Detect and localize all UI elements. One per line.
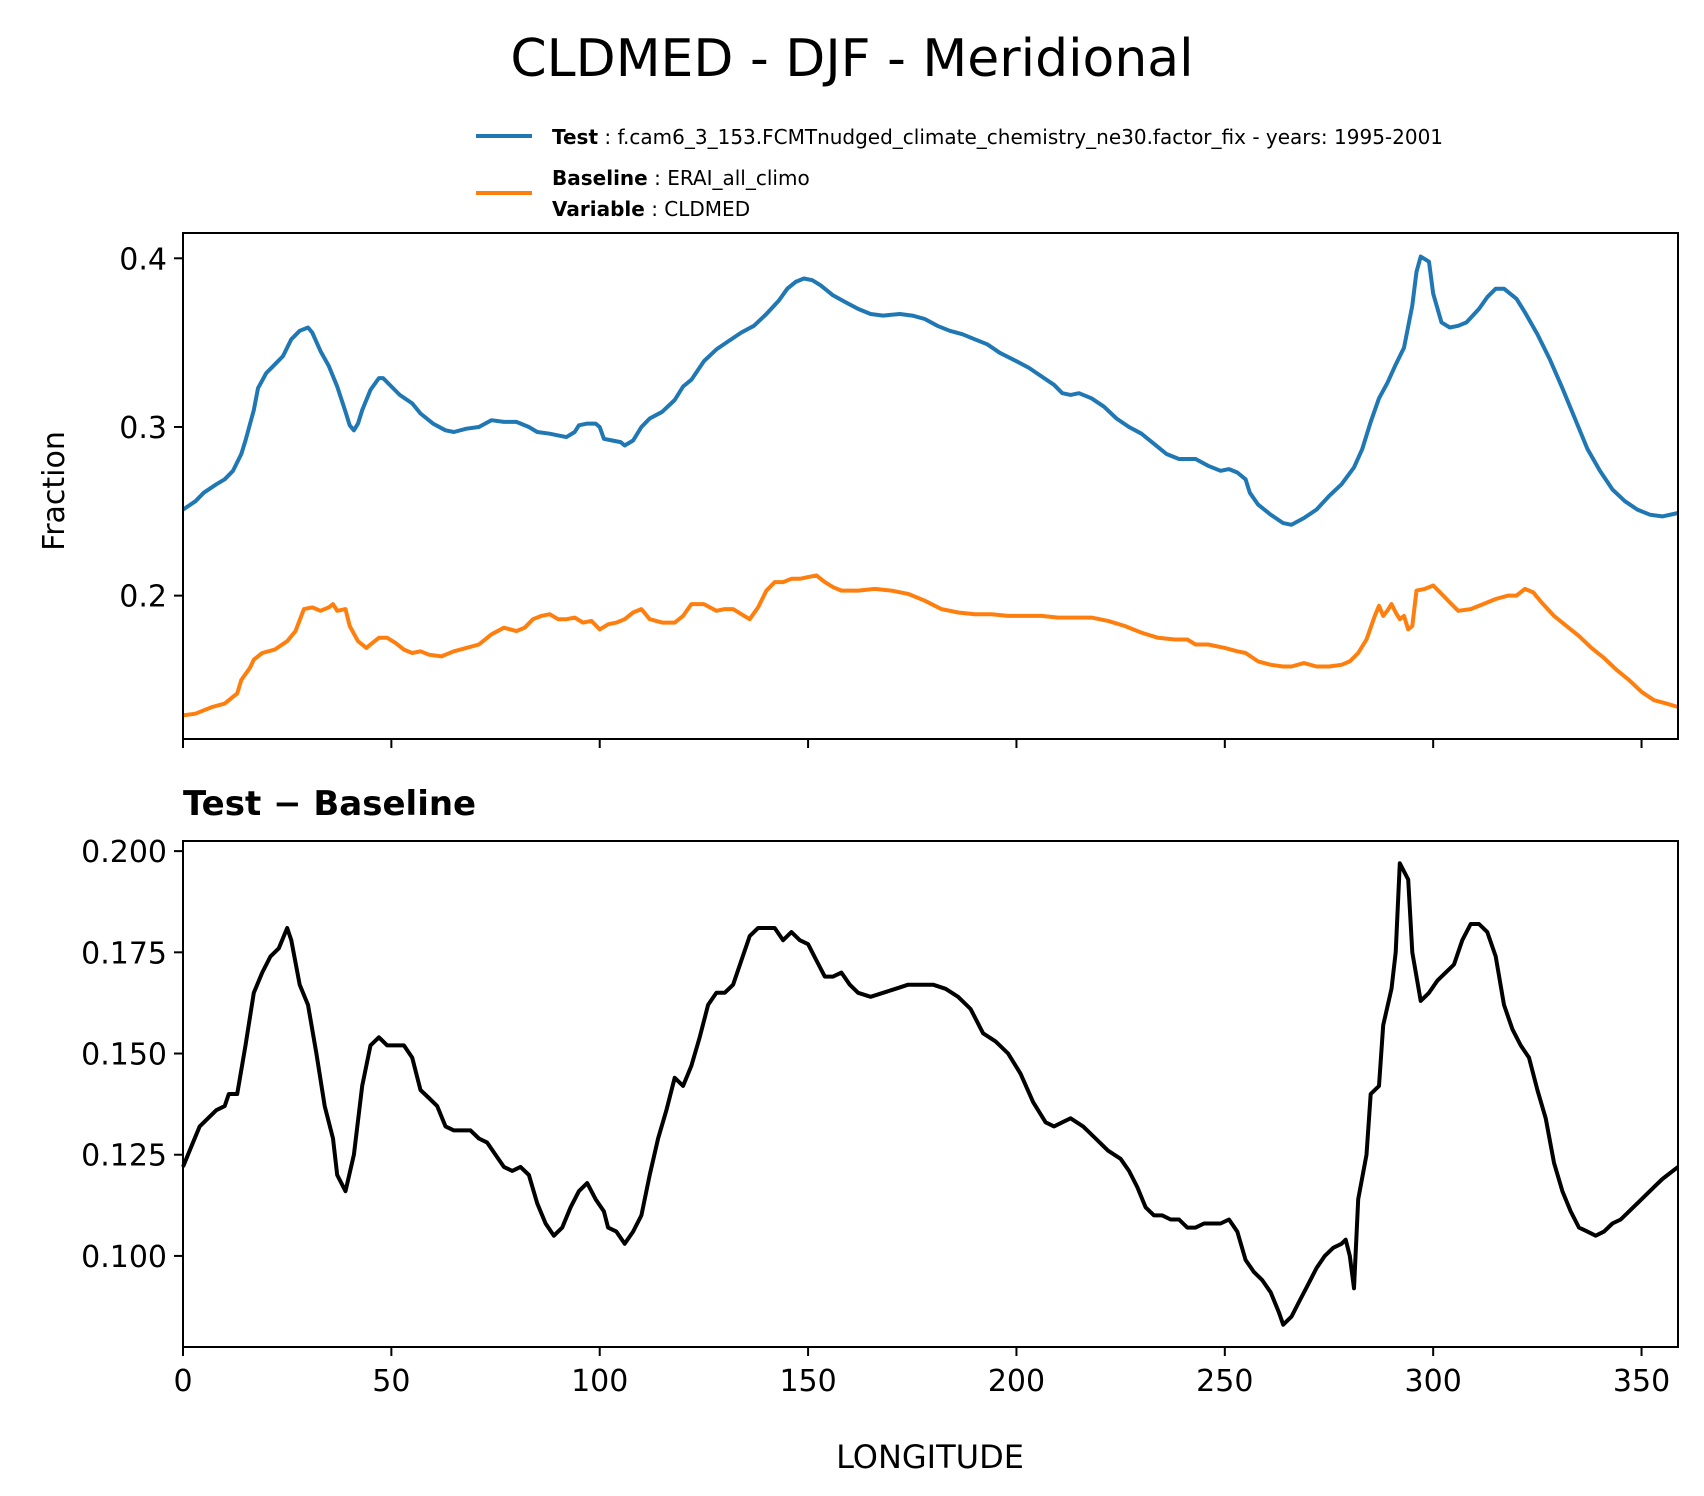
legend-test-label: Test : f.cam6_3_153.FCMTnudged_climate_c… [552, 125, 1443, 149]
x-tick-label-bottom: 100 [571, 1364, 628, 1399]
y-tick-label-bottom: 0.125 [81, 1139, 167, 1174]
tick-layer-top: 0.2 0.3 0.4 [119, 242, 1643, 748]
y-tick-label-bottom: 0.175 [81, 936, 167, 971]
y-tick-label-bottom: 0.100 [81, 1240, 167, 1275]
tick-layer-bottom: 0.100 0.125 0.150 0.175 0.200 0 50 100 150 200 250… [81, 835, 1670, 1399]
legend-variable-label: Variable : CLDMED [552, 197, 750, 221]
y-tick-label-bottom: 0.200 [81, 835, 167, 870]
series-line-test [181, 254, 1679, 527]
y-tick-label-top: 0.2 [119, 580, 167, 615]
legend-baseline-label: Baseline : ERAI_all_climo [552, 166, 810, 190]
x-tick-label-bottom: 200 [988, 1364, 1045, 1399]
figure-title: CLDMED - DJF - Meridional [510, 29, 1193, 89]
axes-bottom: Test − Baseline 0.100 0.125 0.150 0.175 0.20… [81, 784, 1680, 1476]
series-layer-top [181, 254, 1679, 718]
subplot-title: Test − Baseline [183, 784, 476, 824]
plot-frame-bottom [182, 840, 1679, 1348]
x-tick-label-bottom: 150 [779, 1364, 836, 1399]
x-tick-label-bottom: 300 [1405, 1364, 1462, 1399]
x-tick-label-bottom: 250 [1196, 1364, 1253, 1399]
x-tick-label-bottom: 0 [173, 1364, 192, 1399]
plot-frame-top [182, 232, 1679, 740]
series-line-test-baseline [181, 861, 1680, 1327]
y-axis-label-top: Fraction [37, 431, 72, 551]
series-layer-bottom [181, 861, 1680, 1327]
y-tick-label-top: 0.4 [119, 242, 167, 277]
series-line-baseline [182, 573, 1679, 718]
x-tick-label-bottom: 50 [372, 1364, 410, 1399]
y-tick-label-top: 0.3 [119, 411, 167, 446]
x-tick-label-bottom: 350 [1613, 1364, 1670, 1399]
legend: Test : f.cam6_3_153.FCMTnudged_climate_c… [476, 125, 1443, 221]
x-axis-label: LONGITUDE [836, 1438, 1024, 1476]
axes-top: Fraction 0.2 0.3 0.4 [37, 232, 1679, 748]
y-tick-label-bottom: 0.150 [81, 1038, 167, 1073]
